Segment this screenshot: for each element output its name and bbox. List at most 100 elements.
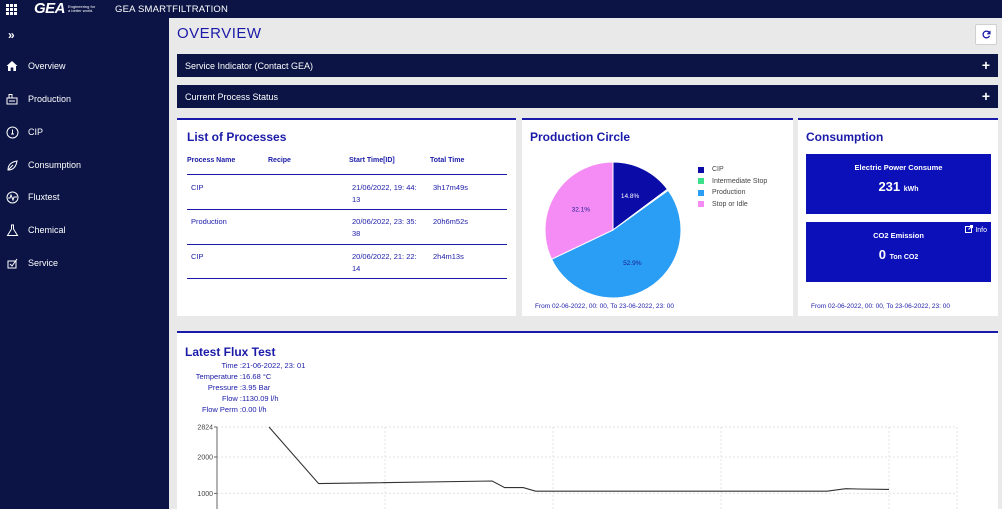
header-total-time[interactable]: Total Time: [430, 157, 465, 164]
logo-tagline: Engineering for a better world.: [68, 3, 96, 13]
kpi-value-row: 0 Ton CO2: [806, 247, 991, 262]
accordion-label: Service Indicator (Contact GEA): [185, 60, 314, 71]
flux-temperature-row: Temperature :16.68 °C: [180, 372, 272, 381]
expand-icon[interactable]: +: [981, 88, 990, 104]
kpi-title: CO2 Emission: [873, 231, 924, 240]
legend-label: CIP: [712, 166, 724, 173]
flux-time-row: Time :21-06-2022, 23: 01: [180, 361, 305, 370]
kpi-value-row: 231 kWh: [806, 179, 991, 194]
processes-title: List of Processes: [187, 130, 287, 144]
flux-key: Pressure :: [207, 383, 242, 392]
sidebar-item-overview[interactable]: Overview: [0, 54, 169, 78]
consumption-icon: [5, 158, 19, 172]
fluxtest-icon: [5, 190, 19, 204]
sidebar-item-label: Production: [28, 94, 72, 104]
sidebar-item-production[interactable]: Production: [0, 87, 169, 111]
refresh-icon: [982, 26, 991, 44]
processes-card: List of Processes Process Name Recipe St…: [177, 118, 516, 316]
sidebar-item-label: Overview: [28, 61, 66, 71]
y-tick-label: 2000: [197, 455, 213, 462]
collapse-sidebar-button[interactable]: »: [8, 28, 15, 42]
legend-swatch: [698, 189, 704, 196]
legend-item[interactable]: Stop or Idle: [698, 201, 748, 208]
flux-value: 3.95 Bar: [242, 383, 271, 392]
co2-value: 0: [878, 247, 886, 262]
flux-flow-row: Flow :1130.09 l/h: [180, 394, 279, 403]
flux-line-chart[interactable]: 2824 2000 1000: [177, 333, 998, 509]
sidebar-item-label: Consumption: [28, 160, 82, 170]
sidebar-item-service[interactable]: Service: [0, 251, 169, 275]
legend-label: Stop or Idle: [712, 200, 748, 208]
legend-item[interactable]: Intermediate Stop: [698, 178, 767, 185]
cell-process-name: CIP: [191, 252, 204, 261]
legend-label: Production: [712, 189, 746, 196]
header-start-time[interactable]: Start Time[ID]: [349, 157, 395, 164]
sidebar-item-label: Fluxtest: [28, 192, 60, 202]
home-icon: [5, 59, 19, 73]
info-label: Info: [975, 226, 987, 234]
legend-item[interactable]: Production: [698, 189, 745, 196]
info-button[interactable]: Info: [965, 225, 987, 235]
sidebar-item-consumption[interactable]: Consumption: [0, 153, 169, 177]
production-pie-chart[interactable]: 14.8% 52.9% 32.1%: [522, 120, 793, 316]
legend-swatch: [698, 178, 704, 184]
logo-text: GEA: [34, 0, 66, 17]
sidebar-item-label: Service: [28, 258, 59, 268]
external-link-icon: [965, 225, 974, 235]
flux-flow-perm-row: Flow Perm :0.00 l/h: [180, 405, 267, 414]
cell-start-time: 21/06/2022, 19: 44:: [352, 183, 417, 192]
page-title: OVERVIEW: [177, 25, 262, 42]
electric-power-kpi: Electric Power Consume 231 kWh: [806, 154, 991, 214]
co2-emission-kpi: Info CO2 Emission 0 Ton CO2: [806, 222, 991, 282]
chemical-icon: [5, 223, 19, 237]
pie-value-label: 32.1%: [572, 207, 591, 214]
refresh-button[interactable]: [975, 24, 997, 45]
sidebar-item-cip[interactable]: CIP: [0, 120, 169, 144]
flux-key: Flow Perm :: [201, 405, 242, 414]
header-process-name[interactable]: Process Name: [187, 157, 236, 164]
consumption-title: Consumption: [806, 130, 884, 144]
row-divider: [187, 244, 507, 245]
sidebar: » Overview Production CIP Consumption Fl…: [0, 18, 169, 509]
pie-value-label: 14.8%: [621, 193, 640, 200]
cell-start-time-id: 14: [352, 264, 361, 273]
flux-series-line[interactable]: [268, 426, 890, 492]
legend-swatch: [698, 166, 704, 173]
accordion-label: Current Process Status: [185, 91, 279, 102]
flux-test-title: Latest Flux Test: [185, 345, 276, 359]
row-divider: [187, 174, 507, 175]
gea-logo[interactable]: GEA Engineering for a better world.: [34, 0, 96, 18]
service-icon: [5, 256, 19, 270]
pie-value-label: 52.9%: [623, 260, 642, 267]
flux-key: Flow :: [221, 394, 242, 403]
flux-value: 1130.09 l/h: [242, 394, 279, 403]
pie-slice-cip[interactable]: [612, 161, 669, 231]
pie-slice-production[interactable]: [550, 189, 682, 299]
cell-total-time: 3h17m49s: [433, 183, 469, 192]
row-divider: [187, 209, 507, 210]
header-recipe[interactable]: Recipe: [268, 157, 291, 164]
cell-total-time: 20h6m52s: [433, 217, 469, 226]
app-grid-icon[interactable]: [0, 0, 22, 18]
sidebar-item-fluxtest[interactable]: Fluxtest: [0, 185, 169, 209]
cell-total-time: 2h4m13s: [433, 252, 464, 261]
cip-icon: [5, 125, 19, 139]
legend-item[interactable]: CIP: [698, 166, 724, 173]
service-indicator-accordion[interactable]: Service Indicator (Contact GEA) +: [177, 54, 998, 77]
sidebar-item-chemical[interactable]: Chemical: [0, 218, 169, 242]
flux-key: Time :: [221, 361, 242, 370]
production-icon: [5, 92, 19, 106]
sidebar-item-label: CIP: [28, 127, 44, 137]
co2-unit: Ton CO2: [889, 254, 919, 261]
expand-icon[interactable]: +: [981, 57, 990, 73]
flux-value: 16.68 °C: [242, 372, 272, 381]
app-title: GEA SMARTFILTRATION: [115, 3, 229, 15]
pie-slice-stop-or-idle[interactable]: [544, 161, 614, 260]
current-process-status-accordion[interactable]: Current Process Status +: [177, 85, 998, 108]
cell-process-name: Production: [191, 217, 227, 226]
y-tick-label: 2824: [197, 425, 213, 432]
electric-power-unit: kWh: [903, 186, 919, 193]
consumption-card: Consumption Electric Power Consume 231 k…: [798, 118, 998, 316]
cell-start-time-id: 38: [352, 229, 361, 238]
consumption-date-range: From 02-06-2022, 00: 00, To 23-06-2022, …: [811, 303, 951, 310]
